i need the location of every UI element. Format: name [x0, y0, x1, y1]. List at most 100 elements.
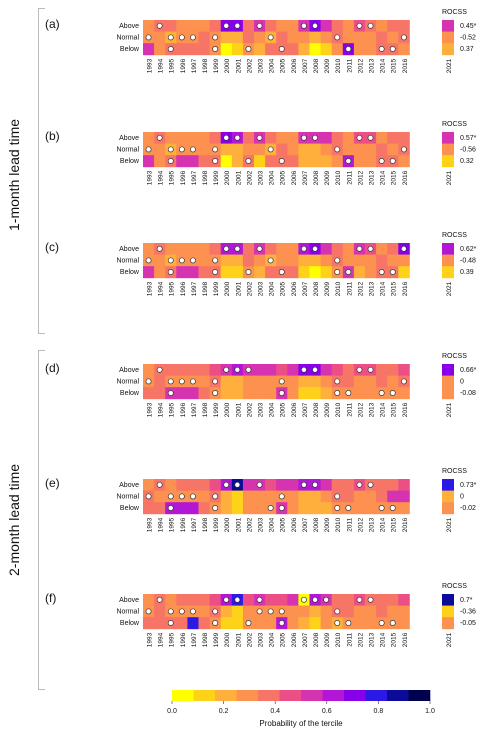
heat-cell	[398, 254, 410, 267]
colorbar-segment	[236, 690, 259, 701]
observed-tercile-dot	[267, 505, 274, 511]
heat-cell	[276, 479, 288, 491]
heat-cell	[154, 375, 166, 388]
heat-cell	[231, 617, 244, 630]
year-tick-label: 2009	[324, 170, 331, 185]
year-tick-label: 2005	[280, 632, 287, 647]
heat-cell	[331, 132, 344, 144]
heat-cell	[320, 20, 333, 32]
year-tick-label: 2014	[380, 402, 387, 417]
observed-tercile-dot	[301, 481, 307, 488]
heat-cell	[353, 266, 366, 279]
observed-tercile-dot	[223, 481, 230, 488]
heat-cell	[143, 594, 155, 606]
observed-tercile-dot	[267, 608, 274, 615]
heat-cell	[298, 617, 310, 630]
year-tick-label: 2005	[280, 58, 287, 73]
heat-cell	[287, 254, 299, 267]
heat-cell	[187, 502, 199, 515]
observed-tercile-dot	[378, 158, 385, 164]
forecast-2021-cell	[442, 594, 454, 606]
heat-cell	[154, 490, 166, 503]
observed-tercile-dot	[167, 378, 174, 385]
year-tick-label: 1995	[169, 632, 176, 647]
observed-tercile-dot	[256, 481, 263, 488]
heat-cell	[309, 31, 321, 44]
year-tick-label: 2009	[324, 402, 331, 417]
heat-cell	[198, 31, 210, 44]
colorbar-segment	[193, 690, 216, 701]
observed-tercile-dot	[223, 22, 230, 29]
observed-tercile-dot	[223, 366, 230, 373]
observed-tercile-dot	[234, 22, 241, 29]
year-tick-label: 2001	[235, 402, 242, 417]
forecast-2021-cell	[442, 254, 454, 267]
heat-cell	[187, 387, 199, 400]
year-tick-label: 2004	[269, 632, 276, 647]
heat-cell	[353, 254, 366, 267]
heat-cell	[320, 143, 333, 156]
heat-cell	[143, 387, 155, 400]
year-tick-label: 1994	[158, 170, 165, 185]
observed-tercile-dot	[256, 22, 263, 29]
heat-cell	[387, 375, 399, 388]
heat-cell	[231, 375, 244, 388]
heat-cell	[387, 594, 399, 606]
heat-cell	[387, 243, 399, 255]
heat-cell	[220, 502, 233, 515]
heat-cell	[387, 20, 399, 32]
heat-cell	[220, 43, 233, 56]
heat-cell	[342, 364, 355, 376]
forecast-year-label: 2021	[446, 632, 453, 647]
year-tick-label: 2004	[269, 170, 276, 185]
heat-cell	[165, 364, 177, 376]
heat-cell	[198, 617, 210, 630]
year-tick-label: 2002	[246, 281, 253, 296]
year-tick-label: 2006	[291, 402, 298, 417]
observed-tercile-dot	[178, 146, 185, 153]
year-tick-label: 2003	[258, 517, 265, 532]
observed-tercile-dot	[334, 493, 341, 500]
heat-cell	[220, 375, 233, 388]
heat-cell	[398, 479, 410, 491]
observed-tercile-dot	[256, 596, 263, 603]
heat-cell	[265, 43, 277, 56]
heat-cell	[287, 594, 299, 606]
colorbar-segment	[215, 690, 237, 701]
year-tick-label: 2001	[235, 632, 242, 647]
heat-cell	[242, 375, 255, 388]
heat-cell	[376, 143, 388, 156]
year-tick-label: 2002	[246, 58, 253, 73]
observed-tercile-dot	[356, 366, 363, 373]
year-tick-label: 1995	[169, 281, 176, 296]
heat-cell	[154, 387, 166, 400]
year-tick-label: 2010	[335, 402, 342, 417]
observed-tercile-dot	[345, 390, 352, 396]
heat-cell	[298, 143, 310, 156]
heat-cell	[187, 20, 199, 32]
observed-tercile-dot	[223, 134, 230, 141]
observed-tercile-dot	[334, 257, 341, 264]
year-tick-label: 2003	[258, 170, 265, 185]
heat-cell	[365, 266, 377, 279]
heat-cell	[242, 243, 255, 255]
heat-cell	[265, 617, 277, 630]
heat-cell	[242, 20, 255, 32]
heat-cell	[309, 155, 321, 168]
heat-cell	[242, 490, 255, 503]
heat-cell	[165, 243, 177, 255]
year-tick-label: 2010	[335, 632, 342, 647]
heat-cell	[342, 605, 355, 618]
heat-cell	[320, 387, 333, 400]
year-tick-label: 1996	[180, 517, 187, 532]
heat-cell	[209, 479, 222, 491]
heat-cell	[187, 132, 199, 144]
forecast-year-label: 2021	[446, 402, 453, 417]
colorbar-tick-label: 1.0	[425, 708, 435, 715]
heat-cell	[287, 43, 299, 56]
observed-tercile-dot	[212, 505, 219, 511]
heat-cell	[254, 31, 266, 44]
observed-tercile-dot	[278, 505, 285, 511]
year-tick-label: 2003	[258, 402, 265, 417]
heat-cell	[287, 155, 299, 168]
